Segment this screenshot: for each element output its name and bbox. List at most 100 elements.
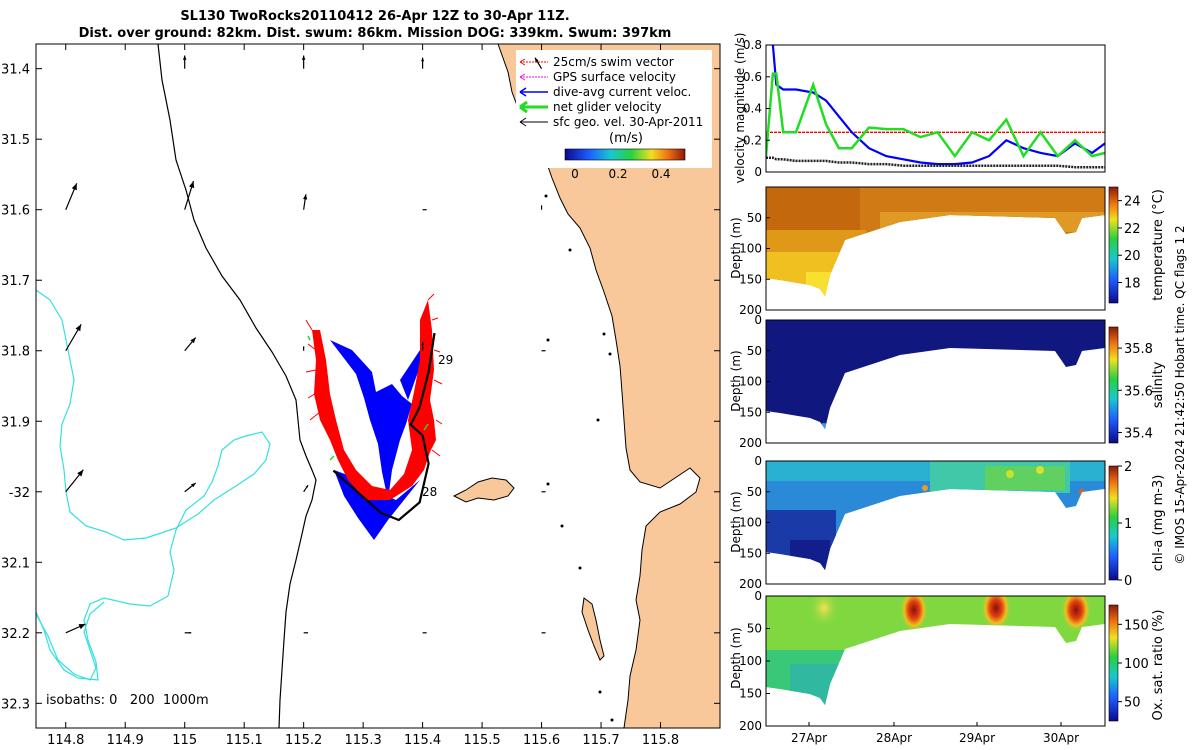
map-ytick-label: 31.8 xyxy=(1,345,30,360)
depth-tick-label: 100 xyxy=(739,654,762,668)
velocity-ytick-label: 0.4 xyxy=(743,102,762,116)
salinity-colorbar xyxy=(1108,326,1119,444)
depth-tick-label: 150 xyxy=(739,687,762,701)
geo-vector-head xyxy=(540,205,543,207)
velocity-ytick-label: 0.8 xyxy=(743,38,762,52)
velocity-ytick-label: 0.2 xyxy=(743,133,762,147)
geo-vector-head xyxy=(188,181,195,189)
colorbar-title: (m/s) xyxy=(609,131,643,146)
map-ytick-label: 32.3 xyxy=(1,697,30,712)
chla-dot-3 xyxy=(922,485,928,491)
geo-vector-arrow xyxy=(421,341,424,351)
colorbar-tick-label: 20 xyxy=(1124,249,1141,264)
salinity-colorbar-ticks: 35.4 35.6 35.8 xyxy=(1118,342,1153,441)
peninsula xyxy=(581,597,605,661)
oxygen-ylabel: Depth (m) xyxy=(729,627,743,688)
depth-tick-label: 50 xyxy=(747,622,762,636)
chla-axis: 0 50 100 150 200 xyxy=(739,454,770,591)
isobath-note-bg xyxy=(40,689,230,709)
colorbar-tick-label: 35.8 xyxy=(1124,342,1153,357)
legend-current: dive-avg current veloc. xyxy=(553,85,691,99)
velocity-axis: 0 0.2 0.4 0.6 0.8 xyxy=(743,38,770,179)
oxygen-section: 0 50 100 150 200 Depth (m) 50 100 150 Ox. sat.… xyxy=(729,589,1166,745)
geo-vector-arrow xyxy=(184,180,195,210)
colorbar-tick-0: 0 xyxy=(571,167,579,181)
colorbar-tick-label: 2 xyxy=(1124,460,1132,475)
depth-tick-label: 0 xyxy=(754,589,762,603)
geo-vector-arrow xyxy=(540,205,543,210)
velocity-background xyxy=(766,45,1105,172)
map-ytick-label: 31.9 xyxy=(1,415,30,430)
geo-vector-arrow xyxy=(65,469,84,493)
geo-vector-arrow xyxy=(65,324,82,352)
chla-bloom xyxy=(985,466,1065,490)
geo-vector-head xyxy=(190,337,196,344)
chla-dot-2 xyxy=(1036,466,1044,474)
colorbar-tick-label: 35.6 xyxy=(1124,384,1153,399)
geo-vector-arrow xyxy=(303,632,309,634)
legend-geo: sfc geo. vel. 30-Apr-2011 xyxy=(553,115,703,129)
map-xtick-label: 115.6 xyxy=(523,733,560,748)
geo-vector-head xyxy=(71,183,77,191)
salinity-ylabel: Depth (m) xyxy=(729,350,743,411)
geo-vector-head xyxy=(189,631,192,634)
map-ytick-label: 32.1 xyxy=(1,556,30,571)
colorbar-tick-label: 1 xyxy=(1124,517,1132,532)
map-legend: 25cm/s swim vector GPS surface velocity … xyxy=(516,50,712,181)
net-velocity-line xyxy=(766,72,1105,159)
velocity-panel: 0 0.2 0.4 0.6 0.8 velocity magnitude (m/s) xyxy=(733,33,1106,183)
date-tick-label: 27Apr xyxy=(791,731,827,745)
date-tick-label: 30Apr xyxy=(1043,731,1079,745)
map-xtick-label: 115.3 xyxy=(345,733,382,748)
depth-tick-label: 100 xyxy=(739,242,762,256)
legend-current-arrow xyxy=(519,87,527,97)
geo-vector-head xyxy=(78,624,86,630)
chla-colorbar xyxy=(1108,465,1119,581)
map-ytick-label: 31.6 xyxy=(1,204,30,219)
legend-gps: GPS surface velocity xyxy=(553,70,676,84)
legend-box xyxy=(516,50,712,168)
track-label-28: 28 xyxy=(422,485,437,499)
oxygen-blob-3 xyxy=(981,596,1011,630)
map-xtick-label: 115.8 xyxy=(642,733,679,748)
land-mass xyxy=(497,44,720,728)
date-tick-label: 29Apr xyxy=(959,731,995,745)
geo-vector-arrow xyxy=(301,55,306,69)
temperature-cblabel: temperature (°C) xyxy=(1151,189,1166,301)
depth-tick-label: 150 xyxy=(739,546,762,560)
geo-vector-head xyxy=(421,341,424,345)
geo-vector-arrow xyxy=(534,57,543,69)
legend-swim: 25cm/s swim vector xyxy=(553,55,674,69)
legend-net: net glider velocity xyxy=(553,100,661,114)
map-ytick-label: 31.5 xyxy=(1,133,30,148)
colorbar-tick-label: 0 xyxy=(1124,574,1132,589)
geo-vector-arrow xyxy=(303,194,308,210)
velocity-ytick-label: 0.6 xyxy=(743,70,762,84)
geo-vector-head xyxy=(190,482,196,488)
map-frame xyxy=(35,43,721,729)
chla-cblabel: chl-a (mg m-3) xyxy=(1151,475,1166,572)
geo-vector-arrow xyxy=(303,346,305,351)
geo-vector-head xyxy=(421,57,425,62)
chla-ylabel: Depth (m) xyxy=(729,491,743,552)
current-line xyxy=(771,45,1105,166)
geo-vector-head xyxy=(306,632,309,634)
geo-vector-arrow xyxy=(421,57,425,69)
oxygen-blob-1 xyxy=(808,596,840,628)
geo-vector-head xyxy=(182,55,187,60)
isobath-1000m xyxy=(36,289,271,681)
salinity-section: 0 50 100 150 200 Depth (m) 35.4 35.6 35.8 sali… xyxy=(729,313,1166,450)
geo-vector-head xyxy=(534,57,539,63)
colorbar-tick-label: 18 xyxy=(1124,277,1141,292)
colorbar-tick-label: 50 xyxy=(1124,696,1141,711)
map-xtick-label: 114.8 xyxy=(47,733,84,748)
date-tick-label: 28Apr xyxy=(876,731,912,745)
isobath-200m xyxy=(157,44,317,728)
velocity-ytick-label: 0 xyxy=(754,165,762,179)
colorbar-tick-1: 0.2 xyxy=(608,167,627,181)
geo-velocity-line xyxy=(766,156,1105,169)
depth-tick-label: 50 xyxy=(747,344,762,358)
colorbar-tick-2: 0.4 xyxy=(651,167,670,181)
salinity-cblabel: salinity xyxy=(1151,361,1166,408)
